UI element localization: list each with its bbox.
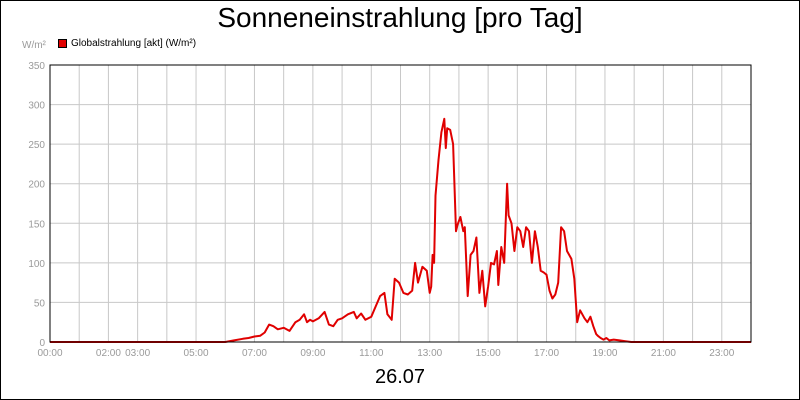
y-tick-label: 50 [34, 298, 46, 309]
y-tick-label: 150 [28, 219, 45, 230]
x-tick-label: 21:00 [651, 348, 676, 359]
y-tick-label: 250 [28, 140, 45, 151]
x-tick-label: 03:00 [125, 348, 150, 359]
plot-border [49, 64, 752, 343]
x-tick-label: 05:00 [184, 348, 209, 359]
y-tick-label: 0 [39, 338, 45, 349]
chart-title: Sonneneinstrahlung [pro Tag] [217, 2, 583, 33]
x-tick-label: 02:00 [96, 348, 121, 359]
series-line-globalstrahlung [50, 117, 751, 343]
x-tick-label: 07:00 [242, 348, 267, 359]
x-tick-label: 15:00 [476, 348, 501, 359]
x-tick-label: 17:00 [534, 348, 559, 359]
y-axis-unit: W/m² [22, 40, 46, 51]
x-tick-label: 23:00 [709, 348, 734, 359]
y-tick-label: 200 [28, 180, 45, 191]
y-tick-label: 100 [28, 259, 45, 270]
x-tick-label: 00:00 [37, 348, 62, 359]
x-tick-label: 09:00 [300, 348, 325, 359]
x-tick-label: 11:00 [359, 348, 384, 359]
legend-swatch [58, 39, 67, 48]
y-tick-label: 350 [28, 61, 45, 72]
x-tick-label: 19:00 [592, 348, 617, 359]
legend: Globalstrahlung [akt] (W/m²) [58, 38, 196, 49]
legend-label: Globalstrahlung [akt] (W/m²) [71, 38, 197, 49]
x-tick-label: 13:00 [417, 348, 442, 359]
x-axis-date-label: 26.07 [374, 366, 426, 388]
y-tick-label: 300 [28, 101, 45, 112]
